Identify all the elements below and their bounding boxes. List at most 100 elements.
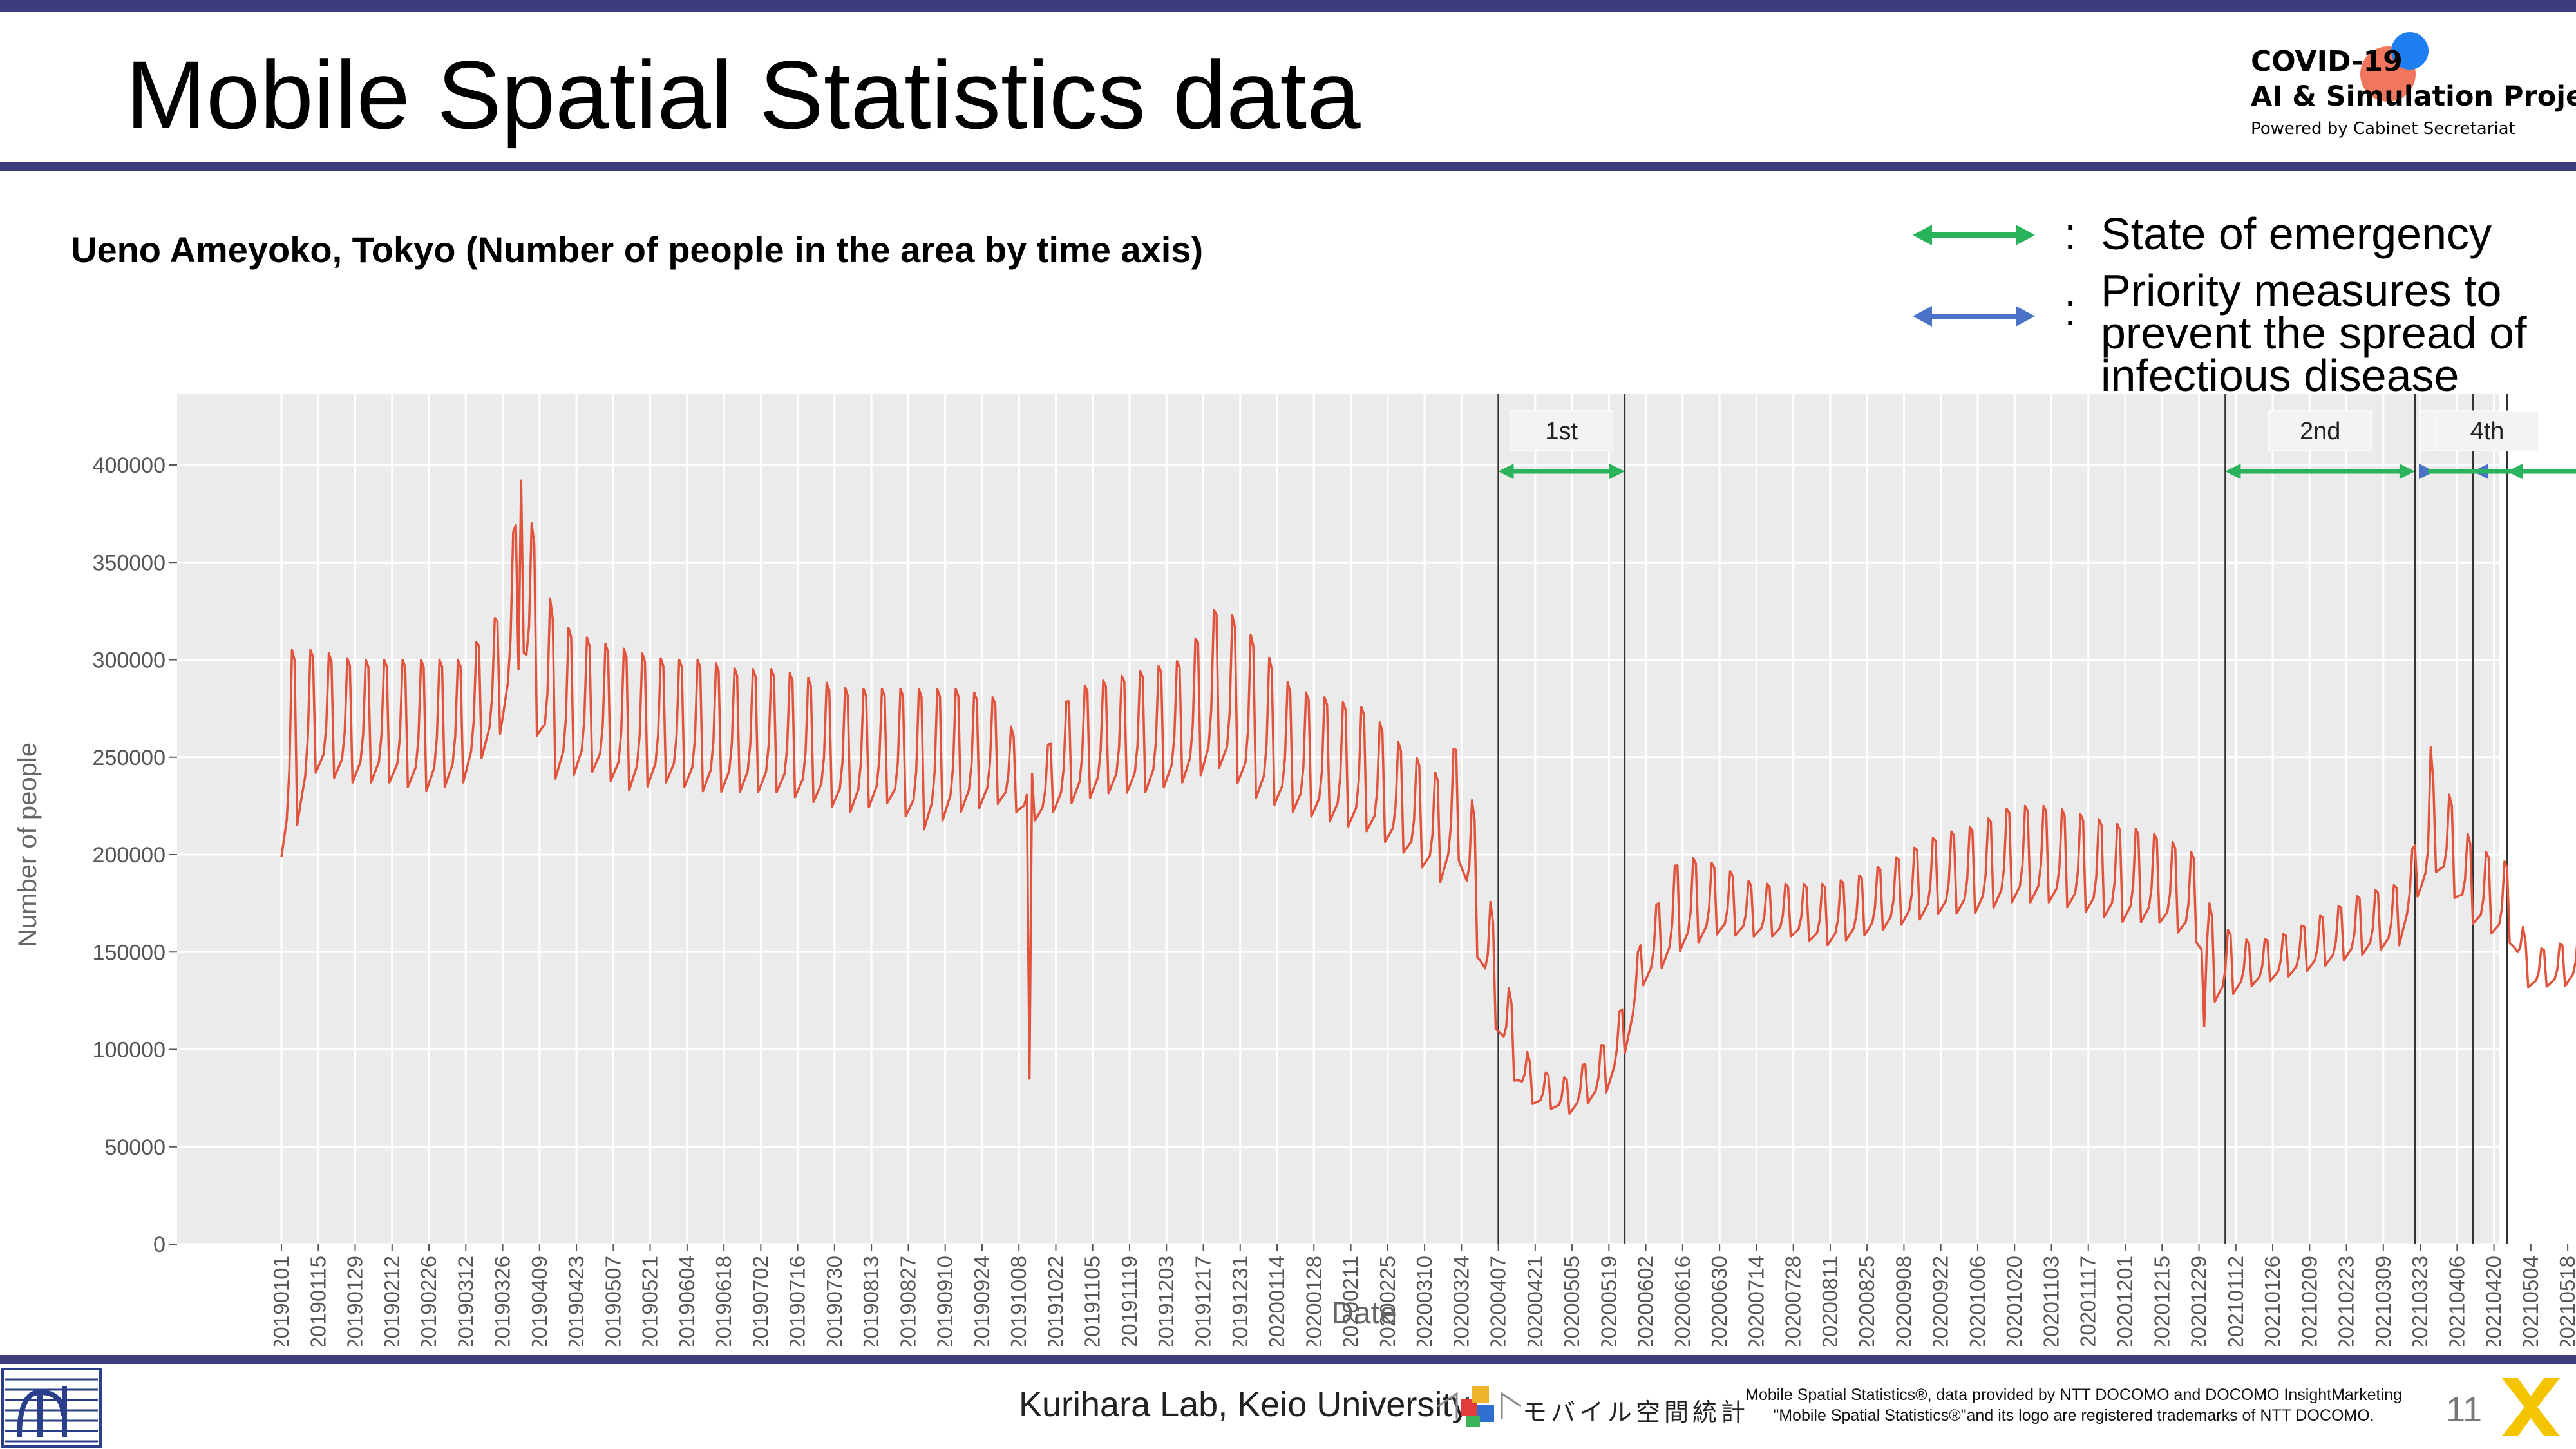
credit-line-2: "Mobile Spatial Statistics®"and its logo… — [1773, 1406, 2374, 1425]
x-tick-label: 20210126 — [2260, 1256, 2284, 1346]
brand-text: モバイル空間統計 — [1522, 1399, 1750, 1426]
period-arrow-head-right — [2419, 464, 2434, 479]
x-tick-label: 20190115 — [306, 1256, 330, 1346]
mobile-spatial-statistics-logo: モバイル空間統計 — [1437, 1379, 1745, 1431]
period-arrow-head-right — [2399, 464, 2415, 479]
green-arrow-icon — [1913, 225, 2035, 245]
project-x-logo-icon — [2502, 1378, 2560, 1436]
x-tick-label: 20190507 — [601, 1256, 625, 1346]
period-label: 2nd — [2300, 418, 2340, 445]
x-tick-label: 20190226 — [417, 1256, 440, 1346]
footer-credit: Mobile Spatial Statistics®, data provide… — [1732, 1385, 2415, 1426]
x-tick-label: 20210504 — [2519, 1256, 2543, 1346]
x-tick-label: 20190129 — [343, 1256, 367, 1346]
credit-line-1: Mobile Spatial Statistics®, data provide… — [1745, 1386, 2402, 1404]
y-tick-label: 200000 — [93, 843, 166, 867]
x-tick-label: 20210518 — [2555, 1256, 2576, 1346]
period-arrow-head-right — [1609, 464, 1625, 479]
x-tick-label: 20210209 — [2297, 1256, 2321, 1346]
project-logo: COVID-19 AI & Simulation Project Powered… — [2251, 32, 2576, 148]
period-arrow-head-left — [2225, 464, 2241, 479]
x-tick-label: 20191217 — [1191, 1256, 1215, 1346]
x-tick-label: 20200505 — [1560, 1256, 1584, 1346]
x-tick-label: 20210223 — [2334, 1256, 2358, 1346]
y-tick-label: 100000 — [93, 1038, 166, 1063]
x-tick-label: 20210309 — [2371, 1256, 2395, 1346]
x-tick-label: 20201103 — [2039, 1256, 2063, 1346]
x-tick-label: 20200421 — [1523, 1256, 1547, 1346]
y-tick-label: 250000 — [93, 746, 166, 770]
period-arrow-head-left — [1498, 464, 1514, 479]
x-tick-label: 20210420 — [2482, 1256, 2506, 1346]
footer-lab-name: Kurihara Lab, Keio University — [1019, 1385, 1470, 1424]
legend-emergency-label: State of emergency — [2101, 209, 2492, 259]
x-tick-label: 20190423 — [564, 1256, 588, 1346]
x-tick-label: 20190101 — [269, 1256, 293, 1346]
y-tick-label: 350000 — [93, 551, 166, 575]
x-tick-label: 20200714 — [1744, 1256, 1768, 1346]
x-tick-label: 20190730 — [822, 1256, 846, 1346]
x-tick-label: 20190312 — [453, 1256, 477, 1346]
x-tick-label: 20190702 — [748, 1256, 772, 1346]
x-tick-label: 20190827 — [896, 1256, 920, 1346]
legend-colon: : — [2064, 285, 2077, 335]
period-label-box — [1510, 410, 1614, 451]
y-tick-label: 150000 — [93, 940, 166, 965]
x-tick-label: 20200811 — [1818, 1256, 1842, 1346]
x-tick-label: 20201229 — [2187, 1256, 2211, 1346]
x-tick-label: 20200225 — [1376, 1256, 1399, 1346]
legend-colon: : — [2064, 209, 2077, 259]
x-tick-label: 20190326 — [491, 1256, 515, 1346]
y-tick-label: 0 — [153, 1233, 166, 1257]
chart-subtitle: Ueno Ameyoko, Tokyo (Number of people in… — [71, 229, 1204, 270]
x-tick-label: 20200324 — [1449, 1256, 1473, 1346]
x-tick-label: 20191203 — [1154, 1256, 1178, 1346]
period-label-box — [2268, 410, 2372, 451]
x-tick-label: 20200128 — [1302, 1256, 1325, 1346]
logo-line3: Powered by Cabinet Secretariat — [2251, 119, 2515, 138]
x-tick-label: 20190521 — [638, 1256, 662, 1346]
x-tick-label: 20200407 — [1486, 1256, 1510, 1346]
x-tick-label: 20200616 — [1671, 1256, 1694, 1346]
x-tick-label: 20201117 — [2076, 1256, 2100, 1346]
footer-divider — [0, 1355, 2576, 1364]
plot-background — [177, 394, 2499, 1244]
x-tick-label: 20191008 — [1007, 1256, 1030, 1346]
x-tick-label: 20200922 — [1929, 1256, 1953, 1346]
x-tick-label: 20191119 — [1117, 1256, 1141, 1346]
period-label: 1st — [1545, 418, 1578, 445]
page-title: Mobile Spatial Statistics data — [126, 41, 1361, 149]
keio-lab-logo-icon — [1, 1368, 102, 1448]
x-tick-label: 20190716 — [786, 1256, 810, 1346]
line-chart: 0 50000 100000 150000 200000 250000 300000 3500… — [14, 394, 2576, 1346]
logo-blue-dot-icon — [2391, 32, 2429, 70]
period-label: 4th — [2470, 418, 2505, 445]
x-tick-label: 20190924 — [970, 1256, 994, 1346]
x-axis-label: Date — [1331, 1296, 1396, 1331]
x-tick-label: 20201020 — [2002, 1256, 2026, 1346]
x-tick-label: 20200908 — [1891, 1256, 1915, 1346]
x-tick-label: 20190618 — [712, 1256, 735, 1346]
logo-line1: COVID-19 — [2251, 45, 2403, 78]
x-tick-label: 20190212 — [380, 1256, 404, 1346]
y-tick-label: 50000 — [104, 1135, 166, 1160]
y-tick-label: 400000 — [93, 453, 166, 478]
x-tick-label: 20190813 — [859, 1256, 883, 1346]
x-tick-label: 20191231 — [1228, 1256, 1252, 1346]
x-tick-label: 20210406 — [2445, 1256, 2468, 1346]
x-tick-label: 20200310 — [1412, 1256, 1436, 1346]
x-tick-label: 20200728 — [1781, 1256, 1805, 1346]
x-tick-label: 20190409 — [527, 1256, 551, 1346]
x-tick-label: 20200114 — [1265, 1256, 1289, 1346]
page-number: 11 — [2446, 1390, 2483, 1429]
x-tick-label: 20191022 — [1043, 1256, 1067, 1346]
cube-logo-icon — [1437, 1386, 1522, 1427]
series-line — [280, 479, 2576, 1115]
legend-priority-label: Priority measures to prevent the spread … — [2101, 265, 2527, 401]
logo-line2: AI & Simulation Project — [2251, 80, 2576, 113]
title-divider — [0, 162, 2576, 171]
blue-arrow-icon — [1913, 306, 2035, 327]
x-tick-label: 20200519 — [1596, 1256, 1620, 1346]
x-tick-label: 20190604 — [675, 1256, 699, 1346]
period-label-box — [2435, 410, 2539, 451]
